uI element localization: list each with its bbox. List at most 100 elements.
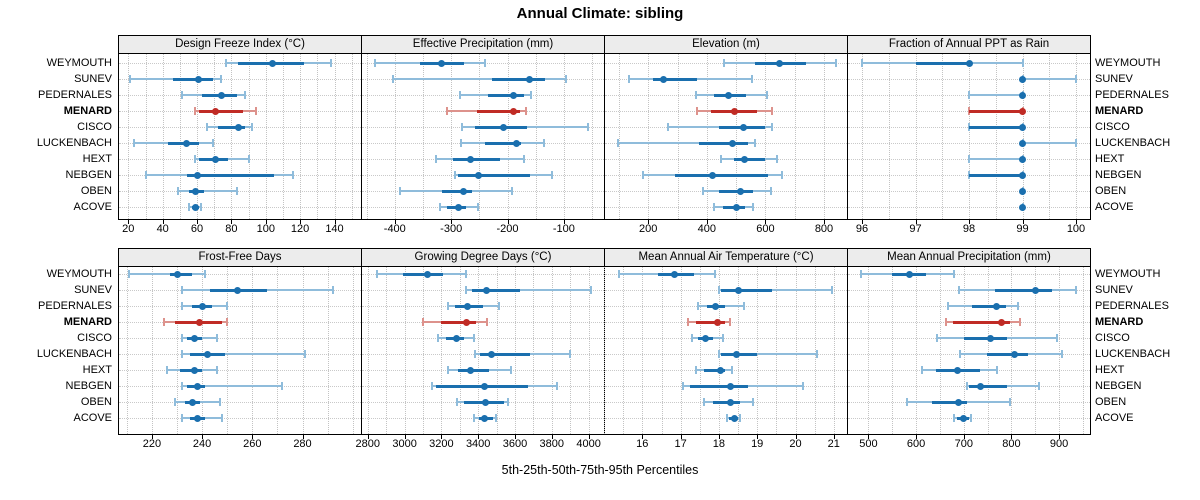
- gridline-vertical: [794, 54, 796, 219]
- iqr-line: [994, 288, 1052, 292]
- whisker-cap-low: [459, 91, 462, 99]
- gridline-vertical: [352, 267, 354, 434]
- whisker-line: [969, 94, 1023, 96]
- axis-tick-label: 400: [697, 223, 716, 235]
- gridline-vertical: [642, 267, 644, 434]
- station-label-left-sunev: SUNEV: [74, 73, 112, 85]
- axis-tick-label: -400: [383, 223, 406, 235]
- gridline-vertical: [563, 54, 565, 219]
- whisker-cap-high: [556, 382, 559, 390]
- whisker-cap-high: [754, 139, 757, 147]
- whisker-line: [129, 273, 205, 275]
- axis-tick-label: 16: [636, 438, 649, 450]
- whisker-line: [718, 289, 832, 291]
- gridline-vertical: [765, 54, 767, 219]
- whisker-cap-high: [1021, 59, 1024, 67]
- whisker-cap-low: [376, 270, 378, 278]
- whisker-cap-low: [163, 318, 166, 326]
- whisker-cap-low: [618, 270, 621, 278]
- gridline-horizontal: [848, 191, 1090, 192]
- whisker-cap-low: [720, 155, 723, 163]
- median-dot: [234, 123, 242, 131]
- gridline-horizontal: [119, 191, 361, 192]
- whisker-cap-high: [506, 398, 509, 406]
- gridline-vertical: [969, 54, 970, 219]
- whisker-cap-high: [739, 414, 741, 422]
- whisker-cap-low: [456, 398, 459, 406]
- gridline-vertical: [1022, 54, 1024, 219]
- whisker-cap-high: [203, 270, 206, 278]
- gridline-vertical: [535, 54, 537, 219]
- whisker-cap-low: [177, 187, 180, 195]
- whisker-cap-high: [1017, 302, 1020, 310]
- axis-tick: [231, 220, 233, 224]
- axis-tick-label: 800: [814, 223, 834, 235]
- station-label-right-menard: MENARD: [1095, 316, 1144, 328]
- whisker-cap-low: [696, 107, 699, 115]
- median-dot: [737, 187, 745, 195]
- whisker-cap-high: [292, 171, 295, 179]
- median-dot: [732, 350, 740, 358]
- whisker-cap-low: [936, 334, 939, 342]
- median-dot: [474, 171, 482, 179]
- whisker-cap-high: [251, 123, 253, 131]
- whisker-cap-low: [702, 398, 705, 406]
- median-dot: [455, 203, 462, 211]
- whisker-cap-low: [965, 382, 968, 390]
- gridline-vertical: [197, 54, 198, 219]
- median-dot: [467, 155, 475, 163]
- gridline-horizontal: [848, 143, 1090, 144]
- axis-tick-label: -200: [496, 223, 519, 235]
- axis-tick-label: 100: [1066, 223, 1086, 235]
- median-dot: [499, 123, 507, 131]
- iqr-line: [703, 368, 725, 372]
- median-dot: [717, 366, 725, 374]
- median-dot: [728, 139, 736, 147]
- whisker-cap-high: [781, 171, 784, 179]
- median-dot: [1019, 123, 1026, 131]
- gridline-vertical: [592, 54, 593, 219]
- median-dot: [998, 318, 1006, 326]
- gridline-vertical: [423, 54, 424, 219]
- whisker-cap-low: [374, 59, 377, 67]
- whisker-cap-low: [694, 366, 697, 374]
- whisker-cap-high: [771, 123, 774, 131]
- station-label-left-sunev: SUNEV: [74, 284, 112, 296]
- station-label-left-luckenbach: LUCKENBACH: [36, 348, 112, 360]
- axis-tick: [197, 220, 198, 224]
- median-dot: [1031, 286, 1039, 294]
- median-dot: [734, 286, 742, 294]
- whisker-cap-low: [181, 414, 183, 422]
- axis-tick: [765, 220, 767, 224]
- gridline-vertical: [300, 54, 302, 219]
- whisker-cap-high: [465, 270, 468, 278]
- iqr-line: [491, 77, 546, 81]
- gridline-vertical: [738, 267, 740, 434]
- axis-tick: [202, 435, 204, 439]
- iqr-line: [480, 352, 530, 356]
- whisker-cap-high: [770, 107, 773, 115]
- gridline-vertical: [128, 54, 130, 219]
- gridline-vertical: [588, 267, 590, 434]
- whisker-cap-high: [510, 366, 513, 374]
- whisker-cap-low: [181, 302, 183, 310]
- median-dot: [965, 59, 973, 67]
- median-dot: [191, 366, 199, 374]
- panel-frost-free-days: [118, 266, 362, 435]
- axis-tick-label: 140: [325, 223, 344, 235]
- axis-tick-label: 3600: [502, 438, 528, 450]
- axis-tick: [367, 435, 369, 439]
- station-label-left-menard: MENARD: [63, 105, 112, 117]
- whisker-cap-high: [304, 350, 306, 358]
- gridline-vertical: [963, 267, 965, 434]
- axis-tick: [128, 220, 130, 224]
- iqr-line: [720, 288, 773, 292]
- median-dot: [212, 107, 220, 115]
- panel-header-mean-annual-precipitation-mm: Mean Annual Precipitation (mm): [847, 248, 1091, 267]
- whisker-cap-low: [681, 382, 684, 390]
- panel-header-frost-free-days: Frost-Free Days: [118, 248, 362, 267]
- whisker-cap-high: [590, 286, 593, 294]
- gridline-vertical: [283, 54, 284, 219]
- gridline-vertical: [661, 267, 663, 434]
- whisker-line: [393, 78, 567, 80]
